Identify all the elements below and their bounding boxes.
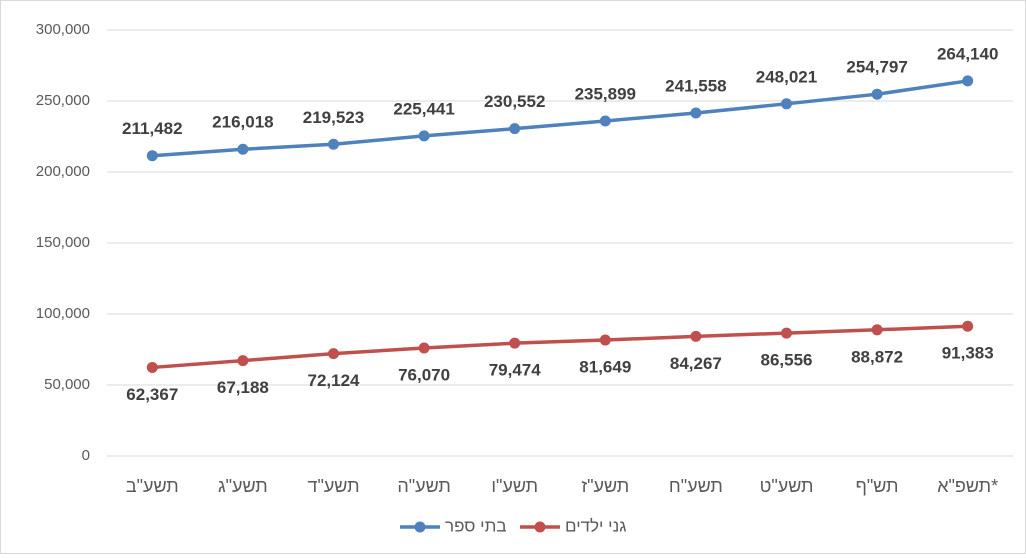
series-line	[152, 324, 968, 370]
data-label: 84,267	[670, 354, 722, 373]
data-point	[599, 334, 611, 346]
data-label: 264,140	[937, 44, 998, 63]
data-label: 76,070	[398, 365, 450, 384]
data-label: 219,523	[303, 108, 364, 127]
data-point	[781, 98, 792, 110]
x-tick-label: תשע"ה	[397, 476, 451, 496]
data-label: 248,021	[756, 67, 817, 86]
data-label: 91,383	[942, 344, 994, 363]
data-point	[418, 130, 430, 142]
x-tick-label: תשע"ח	[669, 476, 723, 496]
data-label: 88,872	[851, 347, 903, 366]
x-tick-label: תשפ"א*	[937, 476, 998, 496]
legend-marker	[534, 521, 546, 533]
data-label: 62,367	[126, 385, 178, 404]
y-tick-label: 250,000	[36, 92, 90, 109]
data-label: 211,482	[122, 119, 183, 138]
legend-label: גני ילדים	[565, 516, 626, 535]
x-tick-label: תש"ף	[856, 476, 899, 496]
data-label: 216,018	[212, 113, 273, 132]
legend-label: בתי ספר	[445, 516, 506, 535]
y-tick-label: 150,000	[36, 234, 90, 251]
data-label: 67,188	[217, 378, 269, 397]
data-point	[237, 143, 249, 155]
x-tick-label: תשע"ב	[126, 476, 179, 496]
data-label: 81,649	[579, 358, 631, 377]
data-point	[328, 138, 339, 150]
x-tick-label: תשע"ו	[491, 476, 538, 496]
series-line	[152, 79, 968, 158]
data-point	[690, 107, 702, 119]
data-label: 254,797	[846, 58, 907, 77]
data-point	[962, 320, 974, 332]
data-label: 241,558	[665, 76, 726, 95]
x-tick-label: תשע"ז	[581, 476, 629, 496]
y-tick-label: 300,000	[36, 21, 90, 38]
legend-marker	[414, 521, 426, 533]
data-point	[509, 123, 521, 135]
data-point	[871, 324, 883, 336]
data-label: 79,474	[489, 361, 542, 380]
data-point	[146, 361, 158, 373]
data-label: 235,899	[575, 85, 636, 104]
data-point	[418, 342, 430, 354]
y-tick-label: 200,000	[36, 163, 90, 180]
data-point	[509, 337, 521, 349]
data-label: 86,556	[761, 351, 813, 370]
data-label: 72,124	[308, 371, 361, 390]
data-point	[146, 150, 158, 162]
y-tick-label: 50,000	[44, 376, 90, 393]
data-point	[781, 327, 792, 339]
data-label: 225,441	[393, 99, 454, 118]
data-point	[962, 75, 974, 87]
data-point	[871, 88, 883, 100]
data-point	[690, 330, 702, 342]
data-point	[599, 115, 611, 127]
x-tick-label: תשע"ג	[218, 476, 268, 496]
data-point	[328, 348, 339, 360]
y-tick-label: 100,000	[36, 305, 90, 322]
data-point	[237, 355, 249, 367]
x-tick-label: תשע"ט	[760, 476, 814, 496]
data-label: 230,552	[484, 92, 545, 111]
x-tick-label: תשע"ד	[307, 476, 359, 496]
y-tick-label: 0	[82, 447, 90, 464]
